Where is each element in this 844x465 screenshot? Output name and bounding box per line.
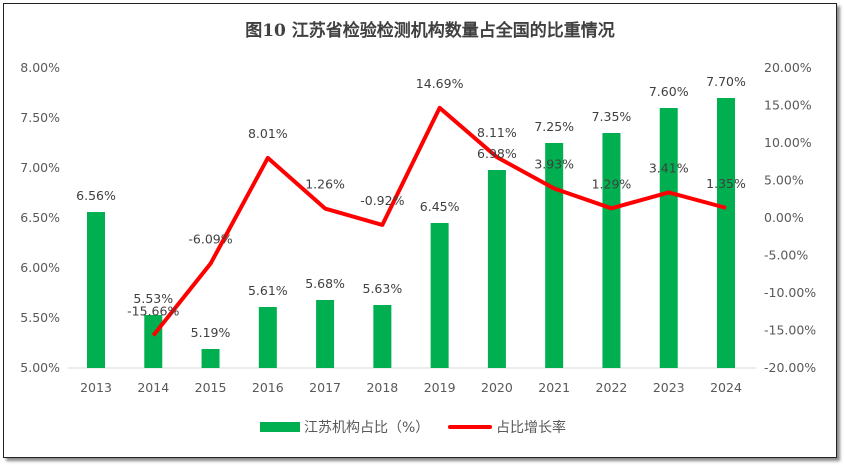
chart-frame bbox=[3, 3, 837, 458]
x-tick: 2018 bbox=[366, 380, 398, 395]
y-right-tick: 15.00% bbox=[764, 98, 812, 113]
y-left-tick: 8.00% bbox=[20, 60, 60, 75]
y-right-tick: 20.00% bbox=[764, 60, 812, 75]
line-label: 1.26% bbox=[305, 177, 345, 192]
y-right-tick: -5.00% bbox=[764, 248, 808, 263]
line-label: 8.01% bbox=[248, 126, 288, 141]
y-right-tick: 10.00% bbox=[764, 135, 812, 150]
line-label: -0.92% bbox=[360, 193, 404, 208]
bar bbox=[373, 305, 392, 368]
line-label: 3.41% bbox=[649, 160, 689, 175]
y-left-tick: 7.00% bbox=[20, 160, 60, 175]
bar-label: 5.61% bbox=[248, 283, 288, 298]
bar-label: 7.35% bbox=[592, 109, 632, 124]
x-tick: 2016 bbox=[252, 380, 284, 395]
line-label: 1.29% bbox=[592, 176, 632, 191]
bar bbox=[602, 133, 621, 368]
x-tick: 2023 bbox=[653, 380, 685, 395]
y-left-tick: 6.00% bbox=[20, 260, 60, 275]
bar bbox=[258, 307, 277, 368]
bar bbox=[144, 315, 163, 368]
bar-label: 7.60% bbox=[649, 84, 689, 99]
x-tick: 2020 bbox=[481, 380, 513, 395]
y-right-tick: 0.00% bbox=[764, 210, 804, 225]
line-label: 3.93% bbox=[534, 157, 574, 172]
legend-bar-label: 江苏机构占比（%） bbox=[304, 420, 429, 436]
bar bbox=[717, 98, 735, 368]
y-right-tick: -20.00% bbox=[764, 360, 816, 375]
bar bbox=[87, 212, 105, 368]
bar-label: 5.53% bbox=[133, 291, 173, 306]
line-label: -6.09% bbox=[188, 232, 232, 247]
bar-label: 5.19% bbox=[191, 325, 231, 340]
y-right-tick: 5.00% bbox=[764, 173, 804, 188]
line-label: 1.35% bbox=[706, 176, 746, 191]
chart-title: 图10 江苏省检验检测机构数量占全国的比重情况 bbox=[245, 20, 615, 41]
bar bbox=[316, 300, 335, 368]
x-tick: 2014 bbox=[137, 380, 169, 395]
bar-label: 5.63% bbox=[363, 281, 403, 296]
bar-label: 6.45% bbox=[420, 199, 460, 214]
bar bbox=[545, 143, 564, 368]
bar bbox=[201, 349, 220, 368]
y-right-tick: -10.00% bbox=[764, 285, 816, 300]
y-left-tick: 6.50% bbox=[20, 210, 60, 225]
x-tick: 2024 bbox=[710, 380, 742, 395]
bar-label: 7.70% bbox=[706, 74, 746, 89]
growth-line bbox=[151, 105, 727, 337]
y-left-tick: 5.00% bbox=[20, 360, 60, 375]
bar bbox=[487, 170, 506, 368]
bar-label: 6.56% bbox=[76, 188, 116, 203]
y-left-tick: 5.50% bbox=[20, 310, 60, 325]
line-label: 8.11% bbox=[477, 125, 517, 140]
line-label: 14.69% bbox=[416, 76, 464, 91]
bar bbox=[430, 223, 449, 368]
bar-label: 5.68% bbox=[305, 276, 345, 291]
x-tick: 2017 bbox=[309, 380, 341, 395]
line-label: -15.66% bbox=[127, 303, 179, 318]
x-tick: 2013 bbox=[80, 380, 112, 395]
x-tick: 2021 bbox=[538, 380, 570, 395]
bar-label: 6.98% bbox=[477, 146, 517, 161]
y-right-tick: -15.00% bbox=[764, 323, 816, 338]
bar bbox=[659, 108, 678, 368]
legend: 江苏机构占比（%） 占比增长率 bbox=[260, 419, 566, 436]
legend-bar-swatch bbox=[260, 422, 300, 432]
y-left-tick: 7.50% bbox=[20, 110, 60, 125]
x-tick: 2019 bbox=[424, 380, 456, 395]
x-tick: 2022 bbox=[596, 380, 628, 395]
bar-label: 7.25% bbox=[534, 119, 574, 134]
legend-line-label: 占比增长率 bbox=[496, 419, 566, 436]
x-tick: 2015 bbox=[195, 380, 227, 395]
